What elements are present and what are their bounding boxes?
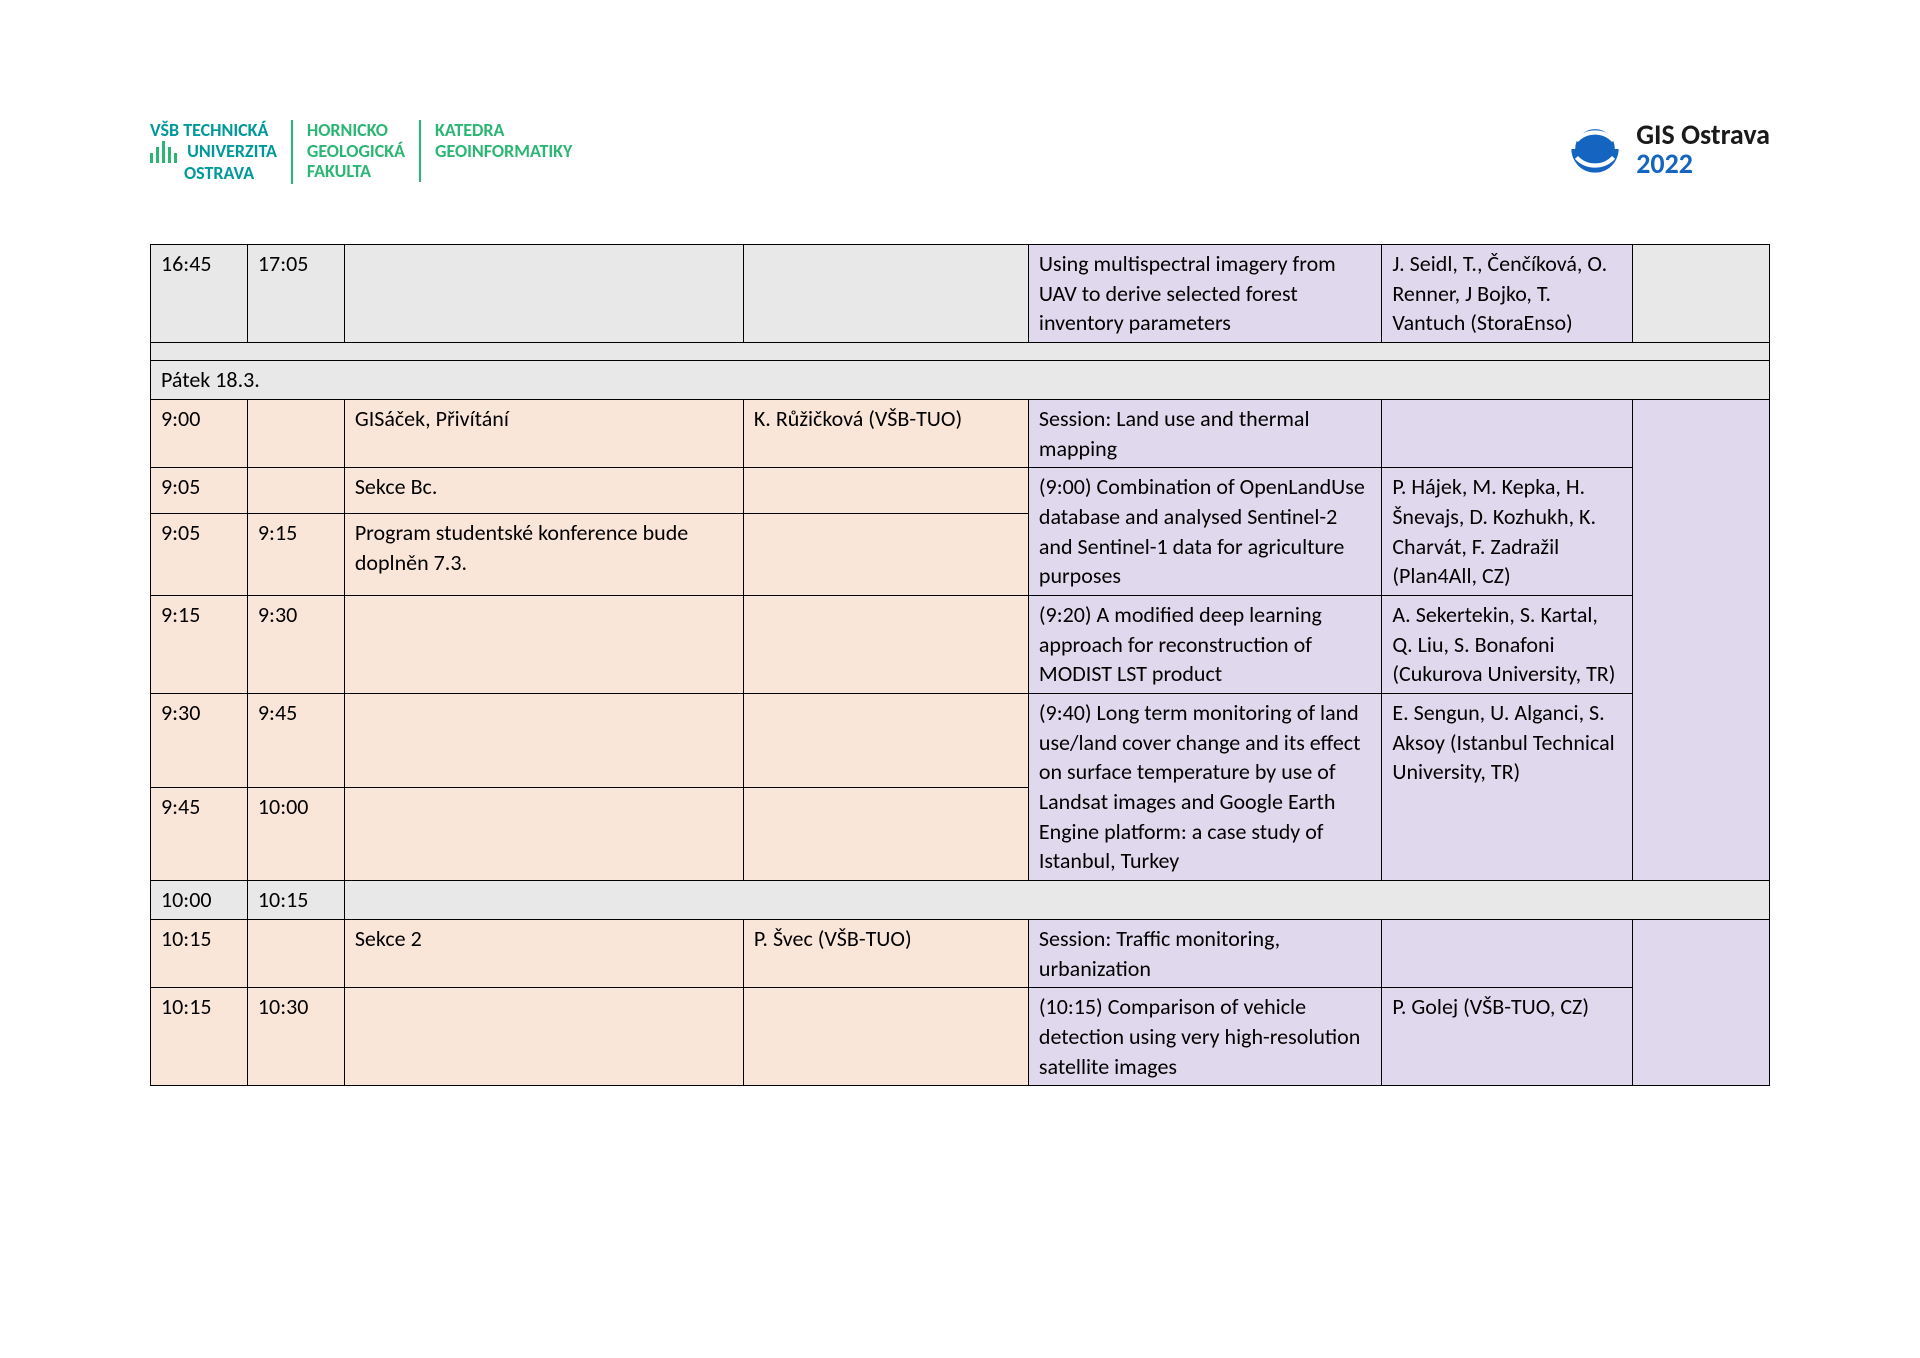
cell-time-end: 17:05 [247, 245, 344, 343]
cell [1633, 245, 1770, 343]
cell-separator [151, 343, 1770, 361]
cell-authors: P. Golej (VŠB-TUO, CZ) [1382, 988, 1633, 1086]
logo-vsb-group: VŠB TECHNICKÁ UNIVERZITA OSTRAVA HORN [150, 120, 572, 184]
cell [743, 468, 1028, 514]
cell-time-end: 10:15 [247, 881, 344, 920]
vsb-line1: TECHNICKÁ [183, 119, 268, 141]
cell [743, 245, 1028, 343]
cell-title: GISáček, Přivítání [344, 399, 743, 467]
cell-time-start: 9:45 [151, 787, 248, 881]
logo-katedra: KATEDRA GEOINFORMATIKY [421, 120, 572, 161]
cell-day: Pátek 18.3. [151, 361, 1770, 400]
cell-time-end [247, 468, 344, 514]
table-row-break: 10:00 10:15 [151, 881, 1770, 920]
cell-time-start: 10:15 [151, 919, 248, 987]
table-row: 9:00 GISáček, Přivítání K. Růžičková (VŠ… [151, 399, 1770, 467]
schedule-table: 16:45 17:05 Using multispectral imagery … [150, 244, 1770, 1086]
gis-year: 2022 [1636, 149, 1770, 178]
page-header: VŠB TECHNICKÁ UNIVERZITA OSTRAVA HORN [150, 120, 1770, 184]
cell-time-end [247, 399, 344, 467]
cell [344, 988, 743, 1086]
logo-vsb: VŠB TECHNICKÁ UNIVERZITA OSTRAVA [150, 120, 293, 184]
cell [1633, 787, 1770, 881]
cell [344, 787, 743, 881]
cell-time-end: 10:00 [247, 787, 344, 881]
table-row: 10:15 10:30 (10:15) Comparison of vehicl… [151, 988, 1770, 1086]
cell-topic: (9:40) Long term monitoring of land use/… [1028, 694, 1381, 881]
cell-title: Sekce Bc. [344, 468, 743, 514]
cell-authors: J. Seidl, T., Čenčíková, O. Renner, J Bo… [1382, 245, 1633, 343]
cell-time-start: 9:30 [151, 694, 248, 788]
cell [1633, 468, 1770, 514]
table-row: 9:30 9:45 (9:40) Long term monitoring of… [151, 694, 1770, 788]
cell [344, 595, 743, 693]
cell-topic: (9:00) Combination of OpenLandUse databa… [1028, 468, 1381, 596]
table-row: 9:15 9:30 (9:20) A modified deep learnin… [151, 595, 1770, 693]
table-row: 9:05 Sekce Bc. (9:00) Combination of Ope… [151, 468, 1770, 514]
cell [743, 694, 1028, 788]
cell-chair: P. Švec (VŠB-TUO) [743, 919, 1028, 987]
cell-time-start: 10:00 [151, 881, 248, 920]
cell-time-start: 9:15 [151, 595, 248, 693]
cell-time-start: 16:45 [151, 245, 248, 343]
cell-authors: A. Sekertekin, S. Kartal, Q. Liu, S. Bon… [1382, 595, 1633, 693]
cell-time-end: 9:30 [247, 595, 344, 693]
cell-time-end [247, 919, 344, 987]
cell [344, 245, 743, 343]
cell [1633, 919, 1770, 987]
table-row: 16:45 17:05 Using multispectral imagery … [151, 245, 1770, 343]
cell-time-end: 10:30 [247, 988, 344, 1086]
cell [1633, 694, 1770, 788]
cell-title: Sekce 2 [344, 919, 743, 987]
cell-chair: K. Růžičková (VŠB-TUO) [743, 399, 1028, 467]
hgf-line1: HORNICKO [307, 120, 405, 141]
cell-time-start: 9:00 [151, 399, 248, 467]
cell-time-start: 9:05 [151, 514, 248, 596]
vsb-bars-icon [150, 141, 177, 163]
cell-time-end: 9:45 [247, 694, 344, 788]
table-row-day: Pátek 18.3. [151, 361, 1770, 400]
vsb-code: VŠB [150, 119, 179, 141]
kat-line1: KATEDRA [435, 120, 572, 141]
cell [1633, 988, 1770, 1086]
cell [344, 881, 1769, 920]
cell [1633, 595, 1770, 693]
cell-time-end: 9:15 [247, 514, 344, 596]
cell-session: Session: Land use and thermal mapping [1028, 399, 1381, 467]
globe-icon [1568, 122, 1622, 176]
table-row: 10:15 Sekce 2 P. Švec (VŠB-TUO) Session:… [151, 919, 1770, 987]
logo-hgf: HORNICKO GEOLOGICKÁ FAKULTA [293, 120, 421, 182]
cell [1382, 919, 1633, 987]
cell [743, 595, 1028, 693]
cell-topic: Using multispectral imagery from UAV to … [1028, 245, 1381, 343]
cell-time-start: 10:15 [151, 988, 248, 1086]
cell [1633, 399, 1770, 467]
hgf-line3: FAKULTA [307, 161, 405, 182]
kat-line2: GEOINFORMATIKY [435, 141, 572, 162]
cell [1633, 514, 1770, 596]
cell-authors: P. Hájek, M. Kepka, H. Šnevajs, D. Kozhu… [1382, 468, 1633, 596]
gis-title: GIS Ostrava [1636, 120, 1770, 149]
cell-note: Program studentské konference bude dopln… [344, 514, 743, 596]
cell [344, 694, 743, 788]
cell-session: Session: Traffic monitoring, urbanizatio… [1028, 919, 1381, 987]
cell [1382, 399, 1633, 467]
cell [743, 988, 1028, 1086]
cell-topic: (10:15) Comparison of vehicle detection … [1028, 988, 1381, 1086]
vsb-line2: UNIVERZITA [187, 140, 277, 162]
logo-gis-ostrava: GIS Ostrava 2022 [1568, 120, 1770, 179]
cell-topic: (9:20) A modified deep learning approach… [1028, 595, 1381, 693]
hgf-line2: GEOLOGICKÁ [307, 141, 405, 162]
cell-time-start: 9:05 [151, 468, 248, 514]
vsb-line3: OSTRAVA [184, 162, 254, 184]
cell [743, 514, 1028, 596]
table-row-separator [151, 343, 1770, 361]
cell-authors: E. Sengun, U. Alganci, S. Aksoy (Istanbu… [1382, 694, 1633, 881]
cell [743, 787, 1028, 881]
